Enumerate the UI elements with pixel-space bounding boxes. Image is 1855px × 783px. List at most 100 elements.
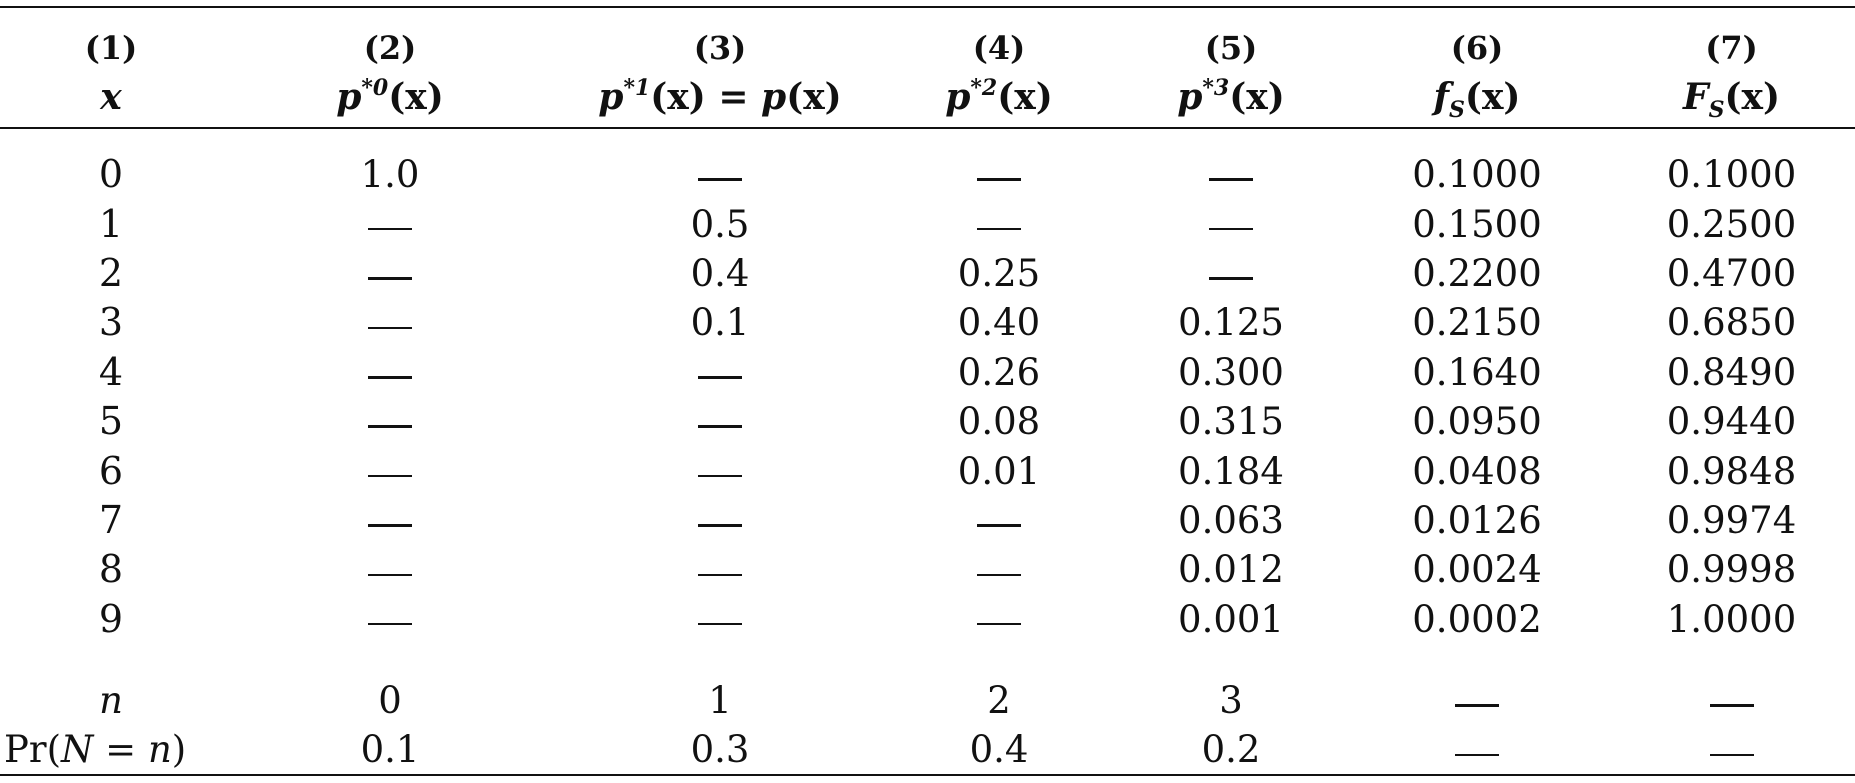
cell-x: 0 <box>98 152 124 197</box>
column-header-fs: fS(x) <box>1433 76 1521 123</box>
cell-FS: 0.6850 <box>1666 301 1797 345</box>
dash-mark <box>368 622 412 626</box>
dash-mark <box>368 573 412 577</box>
cell-p2: 0.25 <box>957 251 1041 295</box>
column-header-x: x <box>100 76 122 118</box>
footer-value <box>1608 725 1855 774</box>
cell-x: 8 <box>98 547 124 592</box>
column-header-p2: p*2(x) <box>945 75 1053 118</box>
cell-p0 <box>222 595 558 644</box>
column-number: (2) <box>363 29 417 67</box>
cell-FS: 0.4700 <box>1666 251 1797 295</box>
header-rule <box>0 127 1855 129</box>
footer-label: Pr(N = n) <box>4 728 187 772</box>
footer-row: Pr(N = n) 0.1 0.3 0.4 0.2 <box>0 725 1855 774</box>
table-row: 2 0.4 0.25 0.2200 0.4700 <box>0 249 1855 298</box>
cell-p3: 0.300 <box>1178 350 1284 394</box>
footer-value: 0.2 <box>1201 728 1261 772</box>
column-number: (4) <box>972 29 1026 67</box>
cell-p0 <box>222 496 558 545</box>
cell-p0: 1.0 <box>360 153 420 197</box>
cell-fS: 0.1500 <box>1412 202 1542 246</box>
dash-mark <box>1209 227 1253 231</box>
footer-value: 3 <box>1219 679 1243 723</box>
cell-x: 7 <box>98 497 124 542</box>
dash-mark <box>368 326 412 330</box>
footer-value: 0.4 <box>969 728 1029 772</box>
cell-fS: 0.2200 <box>1412 251 1542 295</box>
cell-x: 1 <box>98 201 124 246</box>
cell-x: 5 <box>98 399 124 444</box>
column-header-p0: p*0(x) <box>336 75 444 118</box>
column-header-p1: p*1(x) = p(x) <box>598 75 842 118</box>
cell-fS: 0.0024 <box>1412 548 1542 592</box>
cell-fS: 0.0126 <box>1412 498 1542 542</box>
cell-p0 <box>222 249 558 298</box>
dash-mark <box>1209 277 1253 280</box>
cell-FS: 0.2500 <box>1666 202 1797 246</box>
column-header-p3: p*3(x) <box>1177 75 1285 118</box>
dash-mark <box>368 474 412 478</box>
dash-mark <box>698 425 742 428</box>
cell-p1 <box>558 150 882 199</box>
dash-mark <box>698 178 742 181</box>
dash-mark <box>1709 704 1754 707</box>
cell-p0 <box>222 298 558 347</box>
table-row: 3 0.1 0.40 0.125 0.2150 0.6850 <box>0 298 1855 347</box>
cell-p0 <box>222 545 558 594</box>
table-row: 0 1.0 0.1000 0.1000 <box>0 150 1855 199</box>
dash-mark <box>1455 704 1499 707</box>
cell-p2 <box>882 545 1116 594</box>
column-number: (1) <box>84 29 138 67</box>
footer-value: 1 <box>708 679 732 723</box>
column-number: (7) <box>1705 29 1758 67</box>
cell-fS: 0.1640 <box>1412 350 1542 394</box>
cell-fS: 0.0408 <box>1412 449 1542 493</box>
cell-p0 <box>222 348 558 397</box>
dash-mark <box>1209 178 1253 181</box>
cell-p1 <box>558 595 882 644</box>
table-row: 6 0.01 0.184 0.0408 0.9848 <box>0 446 1855 495</box>
cell-p0 <box>222 446 558 495</box>
cell-FS: 0.1000 <box>1666 153 1797 197</box>
cell-p1 <box>558 545 882 594</box>
table-row: 8 0.012 0.0024 0.9998 <box>0 545 1855 594</box>
header-symbol-row: x p*0(x) p*1(x) = p(x) p*2(x) p*3(x) fS(… <box>0 72 1855 122</box>
dash-mark <box>698 622 742 626</box>
cell-FS: 1.0000 <box>1666 597 1797 641</box>
dash-mark <box>368 277 412 280</box>
column-header-Fs: FS(x) <box>1683 76 1780 123</box>
cell-FS: 0.9440 <box>1666 400 1797 444</box>
footer-value: 2 <box>987 679 1011 723</box>
cell-p1 <box>558 397 882 446</box>
dash-mark <box>1455 753 1499 757</box>
cell-p2: 0.01 <box>957 449 1041 493</box>
cell-p3: 0.001 <box>1178 597 1284 641</box>
table-row: 9 0.001 0.0002 1.0000 <box>0 595 1855 644</box>
bottom-rule <box>0 774 1855 776</box>
footer-value: 0 <box>378 679 402 723</box>
column-number: (6) <box>1450 29 1504 67</box>
cell-p1 <box>558 446 882 495</box>
cell-p2: 0.08 <box>957 400 1041 444</box>
dash-mark <box>1709 753 1754 757</box>
table-body: 0 1.0 0.1000 0.1000 1 0.5 0.1500 0.2500 2 0.4 0.25… <box>0 150 1855 644</box>
table-row: 1 0.5 0.1500 0.2500 <box>0 199 1855 248</box>
cell-x: 6 <box>98 448 124 493</box>
cell-fS: 0.2150 <box>1412 301 1542 345</box>
footer-value: 0.1 <box>360 728 420 772</box>
cell-FS: 0.9974 <box>1666 498 1797 542</box>
cell-p1: 0.4 <box>690 251 750 295</box>
footer-value <box>1346 676 1608 725</box>
cell-p2 <box>882 496 1116 545</box>
table-row: 7 0.063 0.0126 0.9974 <box>0 496 1855 545</box>
top-rule <box>0 6 1855 8</box>
cell-fS: 0.0002 <box>1412 597 1542 641</box>
cell-p1: 0.1 <box>690 301 750 345</box>
cell-p3: 0.012 <box>1178 548 1284 592</box>
footer-value: 0.3 <box>690 728 750 772</box>
cell-p0 <box>222 397 558 446</box>
cell-p1 <box>558 496 882 545</box>
dash-mark <box>698 376 742 379</box>
